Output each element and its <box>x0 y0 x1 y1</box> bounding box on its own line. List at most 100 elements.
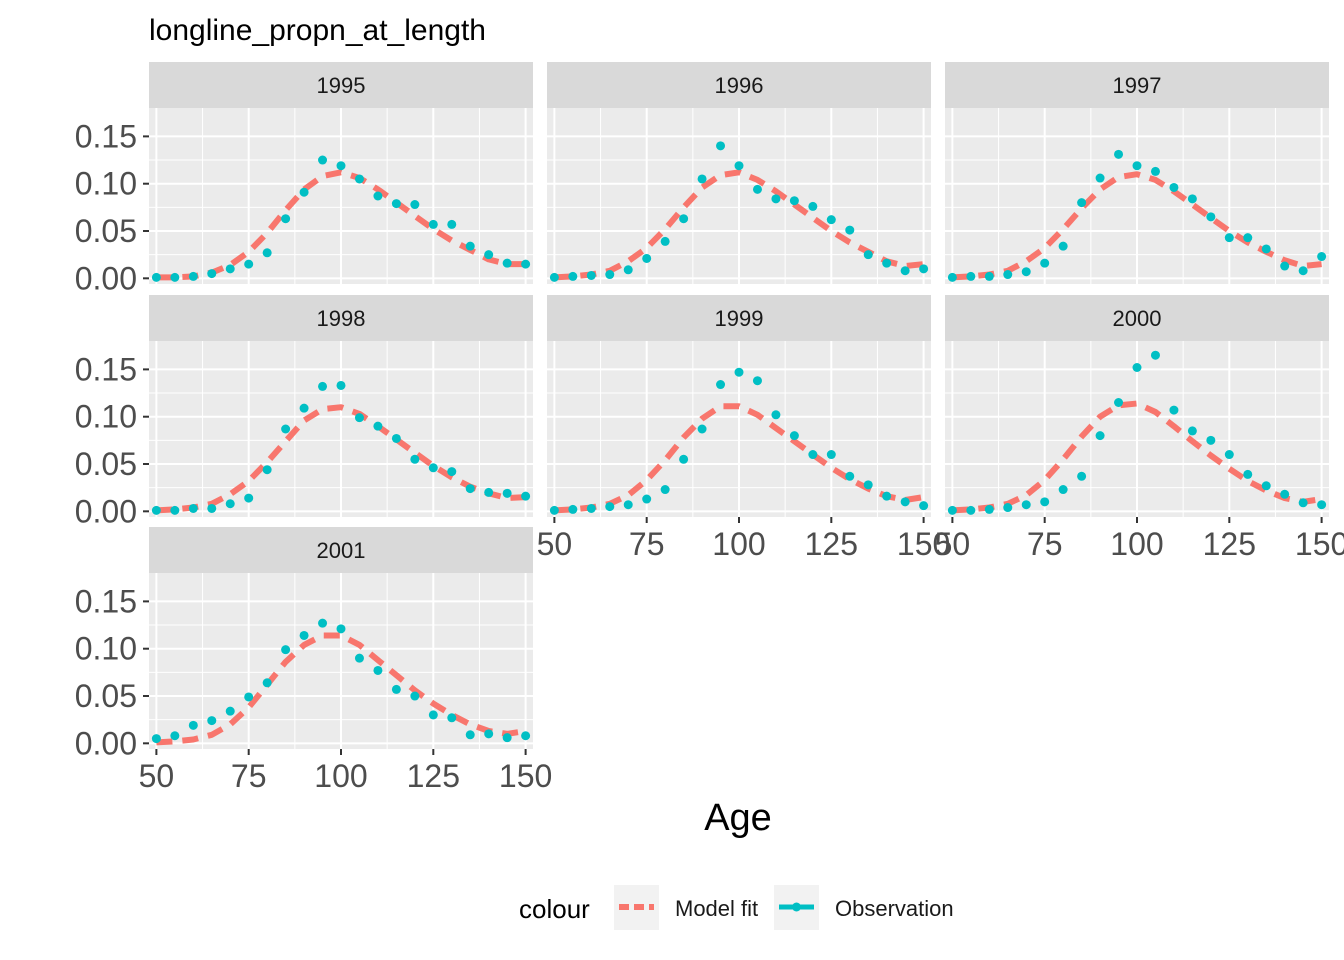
observation-point <box>170 272 180 282</box>
observation-point <box>947 505 957 515</box>
facet-panel-2001: 2001 0.00 0.05 0.10 0.15 50 75 100 125 150 <box>75 527 552 794</box>
observation-point <box>428 463 438 473</box>
facet-strip <box>945 62 1329 108</box>
observation-point <box>1095 431 1105 441</box>
observation-point <box>789 431 799 441</box>
facet-panel-2000: 2000 50 75 100 125 150 <box>935 295 1344 562</box>
observation-point <box>1003 270 1013 280</box>
observation-point <box>1150 350 1160 360</box>
legend-obs-point-swatch <box>792 902 801 912</box>
y-tick-label: 0.15 <box>75 583 137 619</box>
observation-point <box>428 710 438 720</box>
observation-point <box>900 497 910 507</box>
observation-point <box>1114 149 1124 159</box>
y-tick-label: 0.00 <box>75 493 137 529</box>
observation-point <box>1206 435 1216 445</box>
x-tick-label: 150 <box>1295 526 1344 562</box>
observation-point <box>391 433 401 443</box>
observation-point <box>484 487 494 497</box>
observation-point <box>1058 241 1068 251</box>
x-tick-label: 75 <box>231 758 267 794</box>
observation-point <box>502 733 512 743</box>
legend-keys: Model fit Observation <box>614 885 954 930</box>
observation-point <box>318 618 328 628</box>
observation-point <box>1021 267 1031 277</box>
legend-item-observation: Observation <box>774 885 954 930</box>
facet-strip-label: 2001 <box>317 538 366 563</box>
observation-point <box>1187 194 1197 204</box>
observation-point <box>521 731 531 741</box>
observation-point <box>679 214 689 224</box>
observation-point <box>225 706 235 716</box>
facet-panel-1996: 1996 <box>547 62 931 284</box>
facet-panel-1998: 1998 0.00 0.05 0.10 0.15 <box>75 295 533 529</box>
legend-item-model-fit: Model fit <box>614 885 758 930</box>
observation-point <box>281 645 291 655</box>
y-tick-label: 0.15 <box>75 118 137 154</box>
observation-point <box>1261 244 1271 254</box>
observation-point <box>244 692 254 702</box>
observation-point <box>1058 485 1068 495</box>
observation-point <box>262 465 272 475</box>
observation-point <box>966 271 976 281</box>
observation-point <box>299 630 309 640</box>
observation-point <box>262 678 272 688</box>
observation-point <box>642 253 652 263</box>
observation-point <box>281 214 291 224</box>
observation-point <box>716 141 726 151</box>
observation-point <box>447 219 457 229</box>
observation-point <box>373 191 383 201</box>
observation-point <box>1132 161 1142 171</box>
observation-point <box>373 421 383 431</box>
model-fit-line <box>156 404 526 514</box>
observation-point <box>549 272 559 282</box>
observation-point <box>1224 450 1234 460</box>
observation-point <box>1224 233 1234 243</box>
observation-point <box>318 381 328 391</box>
y-tick-label: 0.00 <box>75 725 137 761</box>
observation-point <box>336 624 346 634</box>
observation-point <box>188 720 198 730</box>
facet-strip <box>149 295 533 341</box>
x-tick-label: 150 <box>897 526 950 562</box>
x-tick-label: 125 <box>1203 526 1256 562</box>
observation-point <box>752 184 762 194</box>
observation-point <box>170 505 180 515</box>
observation-point <box>1243 233 1253 243</box>
observation-point <box>863 480 873 490</box>
observation-point <box>586 270 596 280</box>
observation-point <box>244 259 254 269</box>
legend: colour Model fit Observation <box>519 885 954 930</box>
observation-point <box>447 467 457 477</box>
observation-point <box>502 258 512 268</box>
observation-point <box>642 494 652 504</box>
observation-point <box>900 266 910 276</box>
observation-point <box>947 272 957 282</box>
observation-point <box>605 270 615 280</box>
observation-point <box>484 250 494 260</box>
observation-point <box>262 248 272 258</box>
observation-point <box>373 665 383 675</box>
facet-strip-label: 2000 <box>1113 306 1162 331</box>
model-fit-line <box>952 400 1323 514</box>
observation-point <box>465 484 475 494</box>
observation-point <box>465 241 475 251</box>
observation-point <box>188 271 198 281</box>
legend-title: colour <box>519 894 590 924</box>
x-tick-label: 125 <box>805 526 858 562</box>
facet-strip-label: 1996 <box>715 73 764 98</box>
model-fit-line <box>554 403 925 514</box>
observation-point <box>318 155 328 165</box>
observation-point <box>225 264 235 274</box>
observation-point <box>391 684 401 694</box>
observation-point <box>1150 166 1160 176</box>
observation-point <box>299 187 309 197</box>
observation-point <box>1169 182 1179 192</box>
x-tick-label: 125 <box>407 758 460 794</box>
observation-point <box>354 174 364 184</box>
observation-point <box>660 485 670 495</box>
model-fit-line <box>554 169 924 281</box>
facet-panel-1999: 1999 50 75 100 125 150 <box>537 295 950 562</box>
observation-point <box>502 488 512 498</box>
observation-point <box>1169 405 1179 415</box>
